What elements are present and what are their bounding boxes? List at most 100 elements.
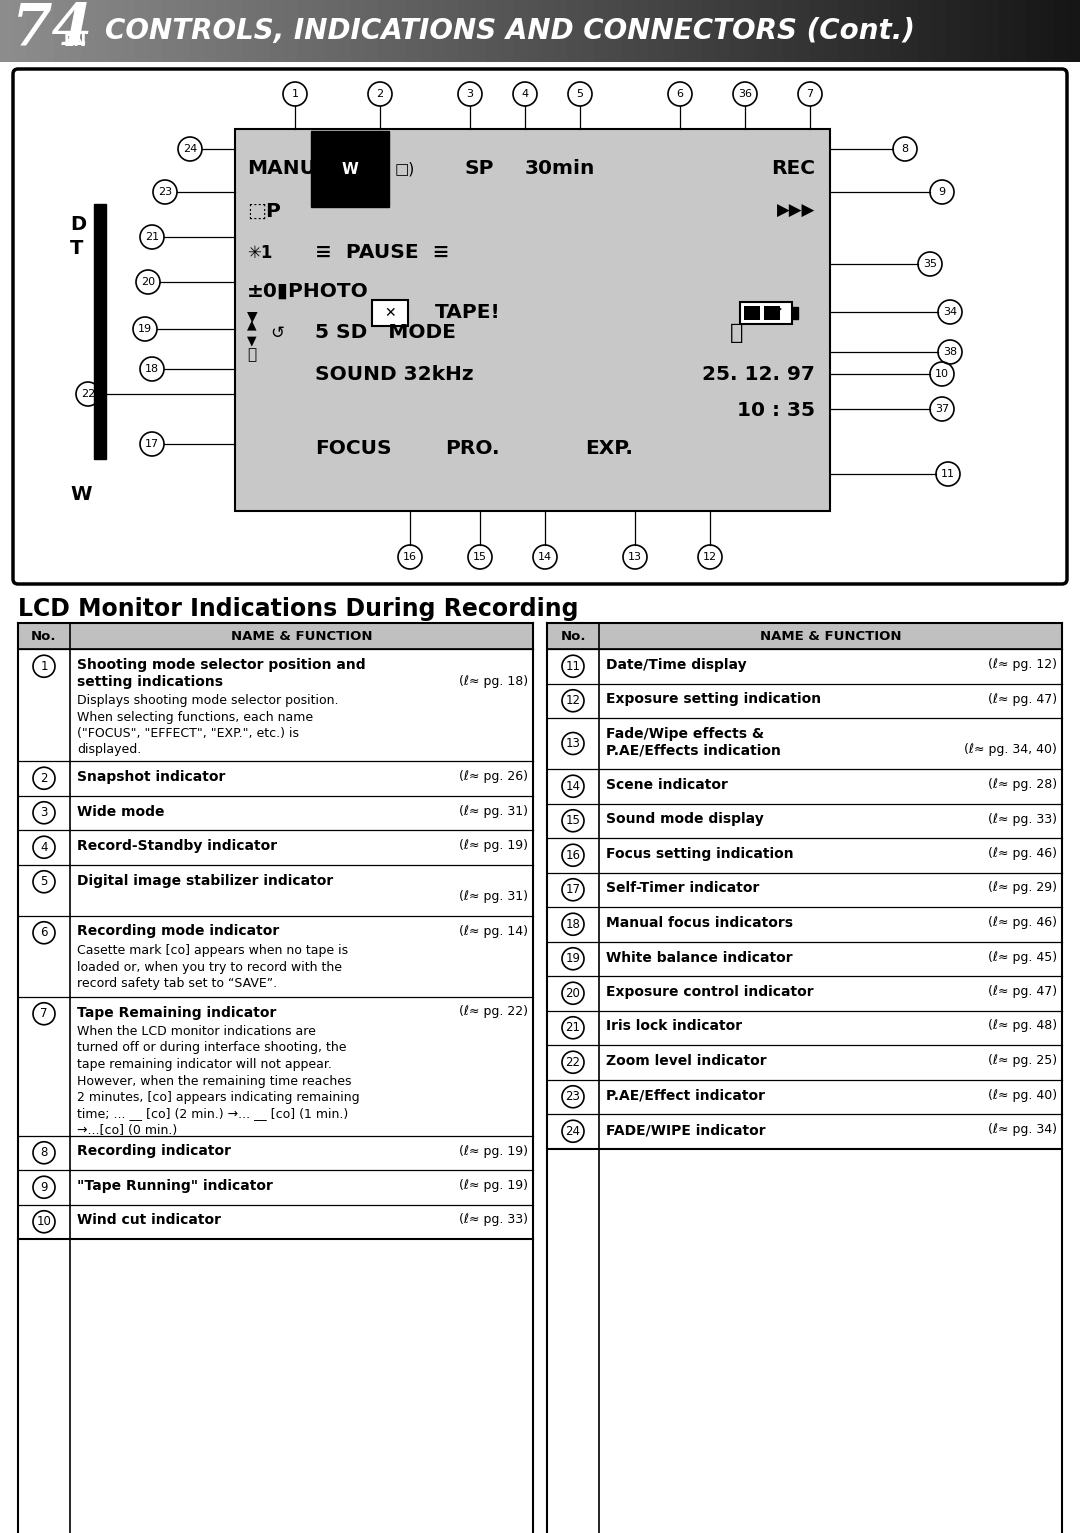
Bar — [764, 307, 780, 320]
Bar — [499, 0, 514, 61]
Bar — [792, 307, 798, 319]
Text: 1: 1 — [292, 89, 298, 100]
Text: 2: 2 — [40, 771, 48, 785]
Text: 22: 22 — [566, 1056, 581, 1069]
Text: 35: 35 — [923, 259, 937, 268]
Bar — [837, 0, 851, 61]
Bar — [121, 0, 136, 61]
Text: Wind cut indicator: Wind cut indicator — [77, 1214, 221, 1228]
Bar — [54, 0, 68, 61]
Bar — [378, 0, 392, 61]
Bar — [702, 0, 716, 61]
Text: Displays shooting mode selector position.
When selecting functions, each name
(": Displays shooting mode selector position… — [77, 694, 338, 756]
Bar — [229, 0, 244, 61]
Bar — [459, 0, 473, 61]
Text: (ℓ≈ pg. 47): (ℓ≈ pg. 47) — [988, 986, 1057, 998]
Bar — [175, 0, 190, 61]
Text: (ℓ≈ pg. 34, 40): (ℓ≈ pg. 34, 40) — [964, 744, 1057, 756]
Bar — [729, 0, 743, 61]
Text: ▲: ▲ — [247, 319, 257, 331]
Text: Shooting mode selector position and
setting indications: Shooting mode selector position and sett… — [77, 658, 366, 688]
Text: (ℓ≈ pg. 45): (ℓ≈ pg. 45) — [988, 950, 1057, 964]
Bar — [257, 0, 271, 61]
Text: 23: 23 — [566, 1090, 580, 1104]
Text: 17: 17 — [566, 883, 581, 897]
Text: Fade/Wipe effects &
P.AE/Effects indication: Fade/Wipe effects & P.AE/Effects indicat… — [606, 727, 781, 757]
Bar — [108, 0, 122, 61]
Text: PRO.: PRO. — [445, 438, 499, 457]
Bar — [621, 0, 635, 61]
Text: ↙: ↙ — [770, 304, 784, 322]
Text: (ℓ≈ pg. 26): (ℓ≈ pg. 26) — [459, 770, 528, 783]
Bar — [149, 0, 163, 61]
Text: 1: 1 — [40, 659, 48, 673]
Text: No.: No. — [561, 630, 585, 642]
Text: ▼: ▼ — [247, 310, 258, 323]
Text: White balance indicator: White balance indicator — [606, 950, 793, 964]
Bar — [27, 0, 41, 61]
Bar — [999, 0, 1013, 61]
Text: □): □) — [395, 161, 415, 176]
Bar — [372, 300, 408, 327]
Text: 13: 13 — [627, 552, 642, 563]
Text: ✳1: ✳1 — [247, 244, 272, 262]
Text: FADE/WIPE indicator: FADE/WIPE indicator — [606, 1124, 766, 1137]
Text: (ℓ≈ pg. 31): (ℓ≈ pg. 31) — [459, 805, 528, 817]
Text: FOCUS: FOCUS — [315, 438, 392, 457]
Text: ↺: ↺ — [270, 323, 284, 342]
Bar — [18, 622, 534, 648]
Bar — [740, 302, 792, 323]
Text: 5: 5 — [577, 89, 583, 100]
Text: 4: 4 — [40, 840, 48, 854]
Text: (ℓ≈ pg. 12): (ℓ≈ pg. 12) — [988, 658, 1057, 671]
Bar — [41, 0, 55, 61]
Text: 10: 10 — [37, 1216, 52, 1228]
Bar — [864, 0, 878, 61]
Text: (ℓ≈ pg. 14): (ℓ≈ pg. 14) — [459, 924, 528, 938]
Bar — [1013, 0, 1027, 61]
Bar — [67, 0, 82, 61]
Text: NAME & FUNCTION: NAME & FUNCTION — [231, 630, 373, 642]
Bar — [689, 0, 703, 61]
Text: Wide mode: Wide mode — [77, 805, 164, 819]
Text: Focus setting indication: Focus setting indication — [606, 848, 794, 862]
Text: ▼: ▼ — [247, 334, 257, 348]
Text: 9: 9 — [40, 1180, 48, 1194]
Bar — [581, 0, 595, 61]
Text: ⬚P: ⬚P — [247, 201, 281, 221]
Text: (ℓ≈ pg. 19): (ℓ≈ pg. 19) — [459, 1179, 528, 1193]
Text: Record-Standby indicator: Record-Standby indicator — [77, 839, 278, 852]
Text: 7: 7 — [807, 89, 813, 100]
Text: REC: REC — [771, 159, 815, 178]
Bar — [311, 0, 325, 61]
Bar — [473, 0, 487, 61]
Text: W: W — [70, 484, 92, 503]
Bar — [365, 0, 379, 61]
Text: Digital image stabilizer indicator: Digital image stabilizer indicator — [77, 874, 334, 888]
Bar — [419, 0, 433, 61]
Bar — [546, 622, 1062, 648]
Text: 74: 74 — [12, 0, 93, 57]
Text: EXP.: EXP. — [585, 438, 633, 457]
Bar — [324, 0, 338, 61]
Bar — [337, 0, 352, 61]
Text: T: T — [70, 239, 83, 259]
Text: Manual focus indicators: Manual focus indicators — [606, 917, 793, 931]
Text: Snapshot indicator: Snapshot indicator — [77, 770, 226, 783]
Bar — [959, 0, 973, 61]
Text: 9: 9 — [939, 187, 946, 198]
Text: 20: 20 — [566, 987, 580, 1000]
Bar — [216, 0, 230, 61]
Text: 11: 11 — [566, 659, 581, 673]
Text: 24: 24 — [566, 1125, 581, 1137]
Bar — [432, 0, 446, 61]
Text: Exposure setting indication: Exposure setting indication — [606, 693, 821, 707]
Bar — [945, 0, 959, 61]
Bar — [567, 0, 581, 61]
Text: 12: 12 — [566, 694, 581, 707]
Bar — [769, 0, 784, 61]
Text: (ℓ≈ pg. 19): (ℓ≈ pg. 19) — [459, 1145, 528, 1157]
Bar — [486, 0, 500, 61]
Bar — [1039, 0, 1054, 61]
Text: 15: 15 — [473, 552, 487, 563]
